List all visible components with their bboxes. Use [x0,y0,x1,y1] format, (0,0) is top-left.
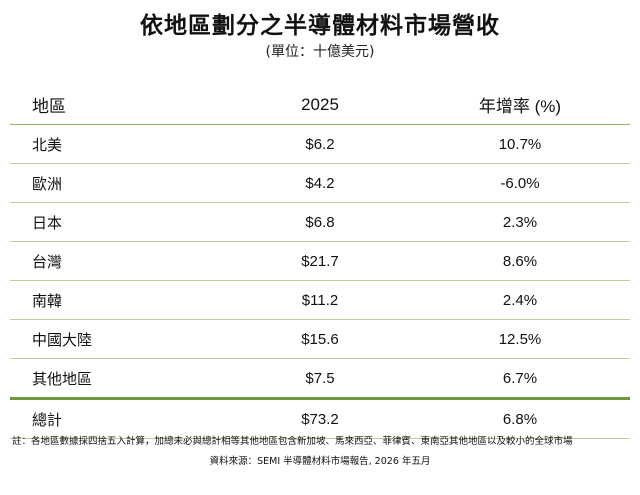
total-value: $73.2 [301,410,339,428]
region-cell: 台灣 [32,253,63,271]
growth-cell: 6.7% [502,369,538,387]
growth-cell: 2.3% [502,213,538,231]
growth-cell: -6.0% [500,174,540,192]
table-row: 其他地區 $7.5 6.7% [10,359,630,400]
table-row: 南韓 $11.2 2.4% [10,281,630,320]
header-year: 2025 [301,94,339,114]
growth-cell: 8.6% [502,252,538,270]
table-row: 中國大陸 $15.6 12.5% [10,320,630,359]
footnote: 註：各地區數據採四捨五入計算，加總未必與總計相等其他地區包含新加坡、馬來西亞、菲… [12,436,573,447]
header-growth: 年增率 (%) [478,97,562,116]
value-cell: $21.7 [301,252,339,270]
value-cell: $15.6 [301,330,339,348]
table-row: 北美 $6.2 10.7% [10,125,630,164]
region-cell: 歐洲 [32,175,63,193]
growth-cell: 2.4% [502,291,538,309]
region-cell: 其他地區 [32,370,93,388]
value-cell: $6.8 [305,213,335,231]
value-cell: $11.2 [301,291,339,309]
region-cell: 北美 [32,136,63,154]
value-cell: $6.2 [305,135,335,153]
table-total-row: 總計 $73.2 6.8% [10,400,630,439]
table-row: 台灣 $21.7 8.6% [10,242,630,281]
region-cell: 南韓 [32,292,63,310]
table-row: 歐洲 $4.2 -6.0% [10,164,630,203]
region-cell: 日本 [32,214,63,232]
total-label: 總計 [32,411,63,429]
revenue-table: 地區 2025 年增率 (%) 北美 $6.2 10.7% 歐洲 $4.2 -6… [10,85,630,439]
growth-cell: 10.7% [498,135,542,153]
region-cell: 中國大陸 [32,331,93,349]
header-region: 地區 [32,97,66,116]
page-subtitle: (單位：十億美元) [265,44,375,60]
page-title: 依地區劃分之半導體材料市場營收 [140,13,500,39]
table-header-row: 地區 2025 年增率 (%) [10,85,630,125]
table-row: 日本 $6.8 2.3% [10,203,630,242]
value-cell: $7.5 [305,369,335,387]
growth-cell: 12.5% [498,330,542,348]
value-cell: $4.2 [305,174,335,192]
source-citation: 資料來源：SEMI 半導體材料市場報告, 2026 年五月 [209,456,431,467]
total-growth: 6.8% [502,410,538,428]
